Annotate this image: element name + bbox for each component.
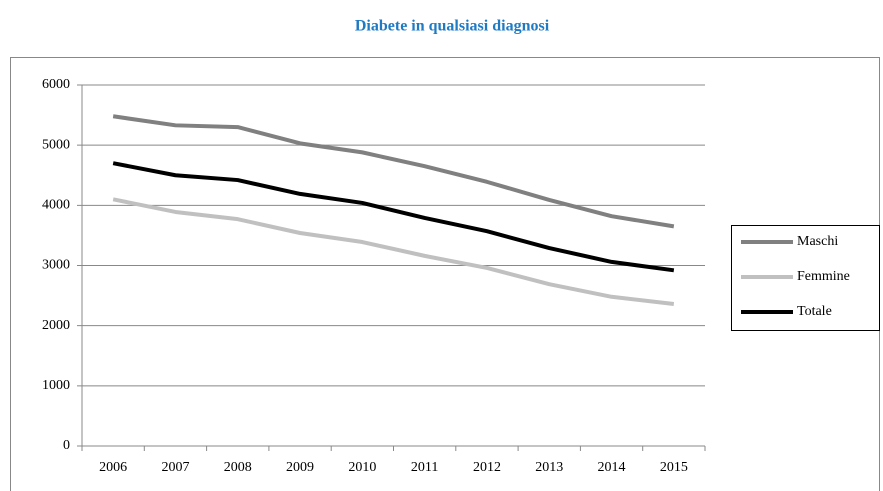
x-tick-label: 2007 xyxy=(161,460,189,475)
y-tick-label: 2000 xyxy=(42,318,70,333)
x-tick-label: 2014 xyxy=(598,460,626,475)
series-line xyxy=(112,161,675,273)
series-line xyxy=(112,114,675,229)
y-tick-label: 3000 xyxy=(42,258,70,273)
y-tick-label: 6000 xyxy=(42,77,70,92)
y-tick-label: 0 xyxy=(63,438,70,453)
x-tick-label: 2013 xyxy=(535,460,563,475)
legend-label: Totale xyxy=(797,304,832,319)
legend-label: Maschi xyxy=(797,234,838,249)
chart-title: Diabete in qualsiasi diagnosi xyxy=(355,18,550,35)
x-tick-label: 2015 xyxy=(660,460,688,475)
y-tick-label: 5000 xyxy=(42,137,70,152)
x-tick-label: 2009 xyxy=(286,460,314,475)
x-tick-label: 2008 xyxy=(224,460,252,475)
x-tick-label: 2012 xyxy=(473,460,501,475)
y-tick-label: 1000 xyxy=(42,378,70,393)
x-tick-label: 2011 xyxy=(411,460,438,475)
legend-label: Femmine xyxy=(797,269,850,284)
x-tick-label: 2010 xyxy=(348,460,376,475)
x-tick-label: 2006 xyxy=(99,460,127,475)
series-line xyxy=(112,197,675,306)
y-tick-label: 4000 xyxy=(42,198,70,213)
